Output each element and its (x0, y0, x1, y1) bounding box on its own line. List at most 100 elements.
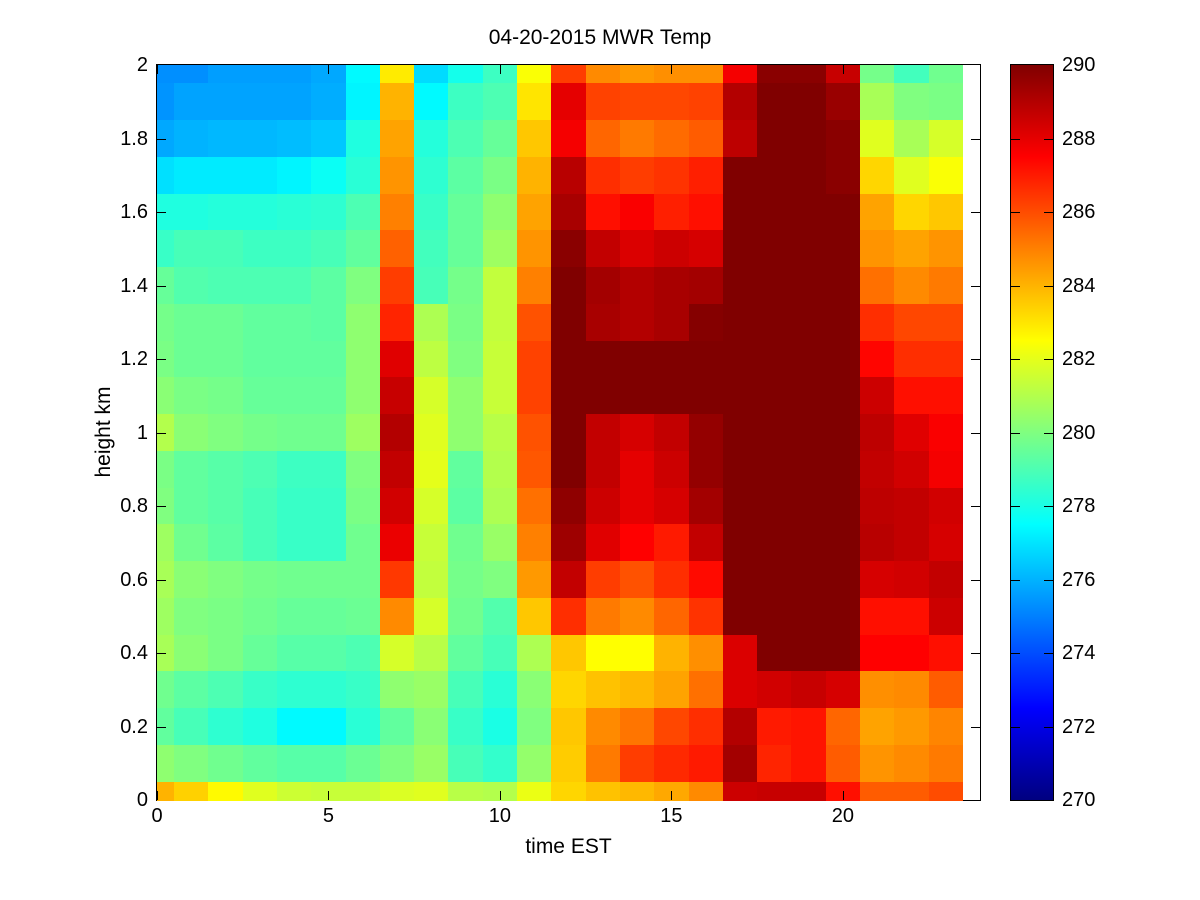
heatmap-cell (157, 708, 175, 746)
heatmap-cell (157, 524, 175, 562)
heatmap-cell (757, 671, 792, 709)
heatmap-cell (174, 303, 209, 342)
colorbar-tick-label: 282 (1062, 348, 1096, 370)
heatmap-cell (757, 83, 792, 121)
colorbar-tick-label: 284 (1062, 274, 1096, 297)
heatmap-cell (277, 450, 312, 489)
heatmap-cell (277, 744, 312, 783)
heatmap-cell (345, 120, 381, 158)
heatmap-cell (859, 193, 895, 232)
heatmap-cell (791, 83, 827, 121)
heatmap-cell (208, 487, 244, 526)
heatmap-cell (517, 414, 552, 452)
heatmap-cell (448, 267, 484, 305)
heatmap-cell (414, 487, 449, 526)
heatmap-cell (825, 267, 861, 305)
heatmap-cell (859, 524, 895, 562)
heatmap-cell (379, 267, 415, 305)
heatmap-cell (791, 230, 827, 268)
heatmap-cell (482, 414, 518, 452)
heatmap-cell (414, 65, 449, 85)
heatmap-cell (414, 120, 449, 158)
heatmap-cell (379, 230, 415, 268)
heatmap-cell (722, 671, 758, 709)
heatmap-cell (894, 597, 930, 636)
heatmap-cell (157, 450, 175, 489)
heatmap-cell (379, 561, 415, 599)
heatmap-cell (345, 193, 381, 232)
heatmap-cell (585, 193, 621, 232)
heatmap-cell (414, 156, 449, 195)
heatmap-cell (928, 524, 964, 562)
heatmap-cell (894, 120, 930, 158)
heatmap-cell (757, 156, 792, 195)
heatmap-cell (277, 193, 312, 232)
heatmap-cell (414, 744, 449, 783)
heatmap-cell (157, 340, 175, 379)
heatmap-cell (722, 781, 758, 801)
heatmap-cell (517, 193, 552, 232)
heatmap-cell (482, 340, 518, 379)
heatmap-cell (791, 267, 827, 305)
heatmap-cell (379, 193, 415, 232)
heatmap-cell (894, 487, 930, 526)
heatmap-cell (345, 303, 381, 342)
heatmap-cell (448, 634, 484, 673)
heatmap-cell (825, 597, 861, 636)
heatmap-cell (859, 708, 895, 746)
heatmap-cell (448, 597, 484, 636)
heatmap-cell (517, 597, 552, 636)
y-tick-label: 1.6 (120, 201, 148, 223)
heatmap-cell (345, 377, 381, 415)
heatmap-cell (448, 671, 484, 709)
heatmap-cell (174, 744, 209, 783)
heatmap-cell (174, 450, 209, 489)
heatmap-cell (619, 193, 655, 232)
heatmap-cell (379, 83, 415, 121)
heatmap-cell (242, 708, 278, 746)
heatmap-cell (688, 781, 724, 801)
heatmap-cell (791, 303, 827, 342)
heatmap-cell (688, 414, 724, 452)
heatmap-cell (517, 524, 552, 562)
heatmap-cell (928, 487, 964, 526)
heatmap-cell (825, 634, 861, 673)
heatmap-cell (619, 487, 655, 526)
heatmap-cell (619, 83, 655, 121)
heatmap-cell (928, 83, 964, 121)
heatmap-cell (345, 671, 381, 709)
heatmap-cell (208, 120, 244, 158)
heatmap-cell (345, 634, 381, 673)
heatmap-cell (345, 524, 381, 562)
heatmap-cell (928, 597, 964, 636)
heatmap-cell (379, 377, 415, 415)
heatmap-cell (482, 708, 518, 746)
heatmap-cell (277, 377, 312, 415)
heatmap-cell (928, 708, 964, 746)
heatmap-cell (688, 230, 724, 268)
heatmap-cell (517, 120, 552, 158)
heatmap-cell (757, 708, 792, 746)
heatmap-cell (791, 450, 827, 489)
heatmap-cell (551, 303, 587, 342)
heatmap-cell (688, 377, 724, 415)
heatmap-cell (722, 303, 758, 342)
heatmap-cell (414, 450, 449, 489)
heatmap-cell (414, 193, 449, 232)
heatmap-cell (208, 230, 244, 268)
heatmap-cell (517, 634, 552, 673)
heatmap-cell (757, 744, 792, 783)
heatmap-cell (825, 303, 861, 342)
page-title: 04-20-2015 MWR Temp (488, 26, 712, 49)
heatmap-cell (825, 708, 861, 746)
heatmap-cell (894, 377, 930, 415)
heatmap-cell (208, 377, 244, 415)
heatmap-cell (174, 671, 209, 709)
heatmap-cell (791, 671, 827, 709)
heatmap-cell (654, 708, 689, 746)
heatmap-cell (277, 597, 312, 636)
heatmap-cell (688, 524, 724, 562)
heatmap-cell (482, 230, 518, 268)
heatmap-cell (859, 414, 895, 452)
y-axis-label: height km (92, 386, 115, 478)
